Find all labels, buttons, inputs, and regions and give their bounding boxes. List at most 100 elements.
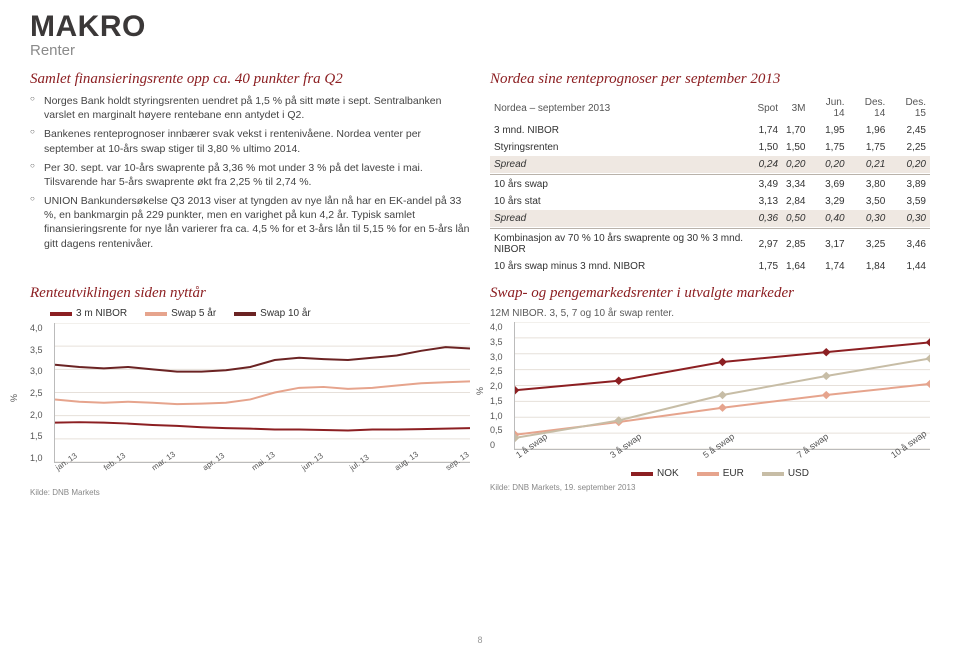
right-column: Nordea sine renteprognoser per september… bbox=[490, 71, 930, 275]
axis-tick: 2,5 bbox=[490, 366, 503, 376]
table-header-cell: Des. 15 bbox=[889, 94, 930, 122]
table-row: 10 års swap minus 3 mnd. NIBOR1,751,641,… bbox=[490, 258, 930, 275]
chart2-plot bbox=[514, 322, 930, 450]
y-axis-label: % bbox=[9, 394, 19, 402]
marker-nok bbox=[822, 348, 831, 356]
page-header: MAKRO Renter bbox=[30, 10, 930, 59]
chart2-subcaption: 12M NIBOR. 3, 5, 7 og 10 år swap renter. bbox=[490, 308, 930, 319]
axis-tick: 1,0 bbox=[490, 411, 503, 421]
table-cell: 2,84 bbox=[782, 193, 809, 210]
table-cell: 1,50 bbox=[782, 139, 809, 156]
table-cell: Spread bbox=[490, 156, 753, 173]
chart2-yaxis: 4,03,53,02,52,01,51,00,50 bbox=[490, 322, 503, 450]
table-cell: 1,95 bbox=[810, 122, 849, 139]
table-cell: 1,84 bbox=[849, 258, 890, 275]
table-header-row: Nordea – september 2013Spot3MJun. 14Des.… bbox=[490, 94, 930, 122]
axis-tick: 1,5 bbox=[490, 396, 503, 406]
upper-row: Samlet finansieringsrente opp ca. 40 pun… bbox=[30, 71, 930, 275]
chart1-legend: 3 m NIBOR Swap 5 år Swap 10 år bbox=[50, 308, 470, 319]
table-row: 10 års swap3,493,343,693,803,89 bbox=[490, 176, 930, 193]
table-cell: 3,69 bbox=[810, 176, 849, 193]
marker-eur bbox=[822, 391, 831, 399]
y-axis-label: % bbox=[475, 387, 485, 395]
chart2-panel: Swap- og pengemarkedsrenter i utvalgte m… bbox=[490, 285, 930, 497]
chart1-yaxis: 4,03,53,02,52,01,51,0 bbox=[30, 323, 43, 463]
page-title: MAKRO bbox=[30, 10, 930, 44]
legend-label: NOK bbox=[657, 468, 679, 479]
table-cell: 0,24 bbox=[753, 156, 782, 173]
marker-eur bbox=[926, 380, 930, 388]
marker-nok bbox=[614, 377, 623, 385]
legend-item: USD bbox=[762, 468, 809, 479]
table-cell: 0,21 bbox=[849, 156, 890, 173]
legend-label: EUR bbox=[723, 468, 744, 479]
table-cell: 1,74 bbox=[810, 258, 849, 275]
table-cell: 3,25 bbox=[849, 230, 890, 258]
page-subtitle: Renter bbox=[30, 42, 930, 59]
chart1-panel: Renteutviklingen siden nyttår 3 m NIBOR S… bbox=[30, 285, 470, 497]
table-row: Spread0,360,500,400,300,30 bbox=[490, 210, 930, 227]
table-cell: 3,17 bbox=[810, 230, 849, 258]
left-column: Samlet finansieringsrente opp ca. 40 pun… bbox=[30, 71, 470, 275]
table-header-cell: Nordea – september 2013 bbox=[490, 94, 753, 122]
right-title: Nordea sine renteprognoser per september… bbox=[490, 71, 930, 88]
table-cell: 1,75 bbox=[753, 258, 782, 275]
chart2-box: % 4,03,53,02,52,01,51,00,50 bbox=[490, 322, 930, 450]
bullet-list: Norges Bank holdt styringsrenten uendret… bbox=[30, 94, 470, 251]
legend-label: Swap 10 år bbox=[260, 308, 311, 319]
table-cell: 0,20 bbox=[810, 156, 849, 173]
table-cell: 1,74 bbox=[753, 122, 782, 139]
axis-tick: 3,0 bbox=[30, 366, 43, 376]
chart1-plot bbox=[54, 323, 470, 463]
chart1-title: Renteutviklingen siden nyttår bbox=[30, 285, 470, 302]
legend-label: 3 m NIBOR bbox=[76, 308, 127, 319]
table-cell: 3 mnd. NIBOR bbox=[490, 122, 753, 139]
table-cell: 0,50 bbox=[782, 210, 809, 227]
legend-item: Swap 5 år bbox=[145, 308, 216, 319]
table-cell: 1,75 bbox=[849, 139, 890, 156]
legend-label: Swap 5 år bbox=[171, 308, 216, 319]
bullet-item: UNION Bankundersøkelse Q3 2013 viser at … bbox=[30, 194, 470, 251]
legend-swatch bbox=[631, 472, 653, 476]
bullet-item: Per 30. sept. var 10-års swaprente på 3,… bbox=[30, 161, 470, 189]
chart2-legend: NOK EUR USD bbox=[510, 468, 930, 479]
legend-item: Swap 10 år bbox=[234, 308, 311, 319]
table-cell: 10 års swap bbox=[490, 176, 753, 193]
table-cell: Kombinasjon av 70 % 10 års swaprente og … bbox=[490, 230, 753, 258]
chart2-svg bbox=[515, 322, 930, 449]
table-cell: 3,34 bbox=[782, 176, 809, 193]
table-cell: 1,44 bbox=[889, 258, 930, 275]
table-cell: 2,25 bbox=[889, 139, 930, 156]
table-cell: 3,59 bbox=[889, 193, 930, 210]
table-cell: 0,40 bbox=[810, 210, 849, 227]
table-cell: 1,70 bbox=[782, 122, 809, 139]
table-header-cell: Des. 14 bbox=[849, 94, 890, 122]
bullet-item: Bankenes renteprognoser innbærer svak ve… bbox=[30, 127, 470, 155]
marker-nok bbox=[926, 338, 930, 346]
axis-tick: 3,0 bbox=[490, 352, 503, 362]
chart1-xaxis: jan. 13feb. 13mar. 13apr. 13mai. 13jun. … bbox=[54, 465, 470, 474]
table-cell: 3,29 bbox=[810, 193, 849, 210]
table-cell: 0,30 bbox=[849, 210, 890, 227]
chart1-source: Kilde: DNB Markets bbox=[30, 488, 470, 497]
table-cell: 1,75 bbox=[810, 139, 849, 156]
legend-swatch bbox=[234, 312, 256, 316]
table-header-cell: Jun. 14 bbox=[810, 94, 849, 122]
axis-tick: 3,5 bbox=[30, 345, 43, 355]
table-row: 10 års stat3,132,843,293,503,59 bbox=[490, 193, 930, 210]
axis-tick: 2,0 bbox=[490, 381, 503, 391]
axis-tick: 2,5 bbox=[30, 388, 43, 398]
table-cell: 3,80 bbox=[849, 176, 890, 193]
bullet-item: Norges Bank holdt styringsrenten uendret… bbox=[30, 94, 470, 122]
table-cell: Spread bbox=[490, 210, 753, 227]
chart2-title: Swap- og pengemarkedsrenter i utvalgte m… bbox=[490, 285, 930, 302]
axis-tick: 1,0 bbox=[30, 453, 43, 463]
marker-nok bbox=[718, 358, 727, 366]
axis-tick: 4,0 bbox=[490, 322, 503, 332]
marker-nok bbox=[515, 386, 519, 394]
page-number: 8 bbox=[477, 635, 482, 645]
table-row: Kombinasjon av 70 % 10 års swaprente og … bbox=[490, 230, 930, 258]
legend-swatch bbox=[50, 312, 72, 316]
table-cell: 2,85 bbox=[782, 230, 809, 258]
table-cell: 3,89 bbox=[889, 176, 930, 193]
